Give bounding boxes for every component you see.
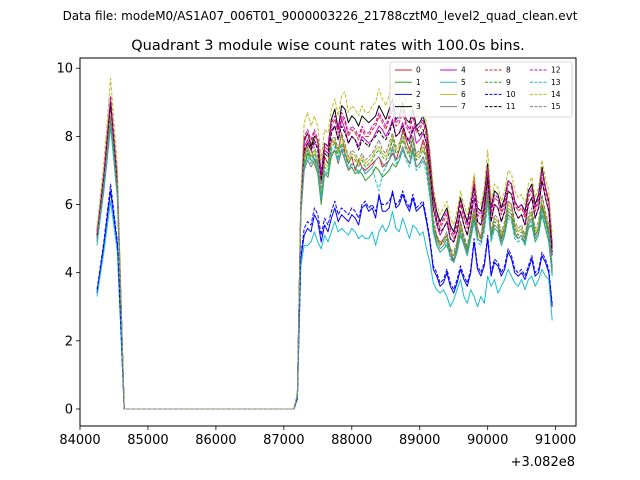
x-tick-label: 86000: [195, 433, 236, 448]
y-tick-label: 0: [65, 402, 73, 417]
series-layer: [96, 77, 553, 410]
legend-label-0: 0: [416, 66, 421, 75]
legend-label-10: 10: [506, 90, 516, 99]
legend-label-13: 13: [551, 78, 561, 87]
series-line-12: [96, 95, 553, 410]
x-tick-label: 90000: [467, 433, 508, 448]
y-axis-ticks: 0 2 4 6 8 10: [56, 62, 80, 417]
x-offset-label: +3.082e8: [511, 455, 575, 470]
chart-title: Quadrant 3 module wise count rates with …: [131, 38, 525, 54]
y-tick-label: 2: [65, 334, 73, 349]
y-tick-label: 8: [65, 130, 73, 145]
legend-label-7: 7: [461, 102, 466, 111]
legend-label-3: 3: [416, 102, 421, 111]
legend-label-11: 11: [506, 102, 516, 111]
plot-frame: [79, 57, 577, 427]
suptitle: Data file: modeM0/AS1A07_006T01_90000032…: [63, 9, 578, 23]
series-line-10: [96, 183, 553, 410]
y-tick-label: 4: [65, 266, 73, 281]
x-tick-label: 91000: [535, 433, 576, 448]
y-tick-label: 6: [65, 198, 73, 213]
legend-label-5: 5: [461, 78, 466, 87]
y-tick-label: 10: [56, 62, 73, 77]
x-tick-label: 84000: [59, 433, 100, 448]
x-tick-label: 88000: [331, 433, 372, 448]
legend-label-12: 12: [551, 66, 561, 75]
series-line-9: [96, 118, 553, 410]
series-line-15: [96, 115, 553, 410]
legend-box: [389, 61, 573, 118]
legend-label-15: 15: [551, 102, 561, 111]
legend-label-8: 8: [506, 66, 511, 75]
legend-label-2: 2: [416, 90, 421, 99]
x-tick-label: 89000: [399, 433, 440, 448]
legend-label-9: 9: [506, 78, 511, 87]
legend-label-6: 6: [461, 90, 466, 99]
legend-label-1: 1: [416, 78, 421, 87]
legend-label-14: 14: [551, 90, 561, 99]
x-tick-label: 85000: [127, 433, 168, 448]
x-tick-label: 87000: [263, 433, 304, 448]
legend-label-4: 4: [461, 66, 466, 75]
series-line-14: [96, 77, 553, 410]
x-axis-ticks: 84000 85000 86000 87000 88000 89000 90000 91000: [59, 426, 576, 448]
